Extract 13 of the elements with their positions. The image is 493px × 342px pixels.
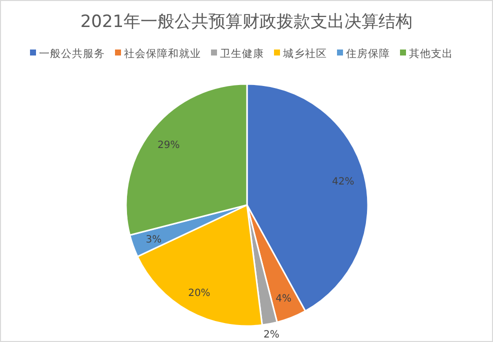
chart-title: 2021年一般公共预算财政拨款支出决算结构 xyxy=(80,12,413,32)
data-label: 2% xyxy=(264,329,280,340)
legend-label: 一般公共服务 xyxy=(39,47,105,60)
data-label: 20% xyxy=(188,288,210,299)
legend-label: 城乡社区 xyxy=(282,47,327,60)
data-label: 42% xyxy=(332,176,354,188)
legend-label: 社会保障和就业 xyxy=(124,47,201,60)
data-label: 4% xyxy=(276,293,292,304)
data-label: 3% xyxy=(146,234,162,246)
data-label: 29% xyxy=(157,140,180,152)
legend-label: 其他支出 xyxy=(409,47,453,60)
legend-label: 卫生健康 xyxy=(220,47,264,60)
legend-label: 住房保障 xyxy=(346,47,390,60)
